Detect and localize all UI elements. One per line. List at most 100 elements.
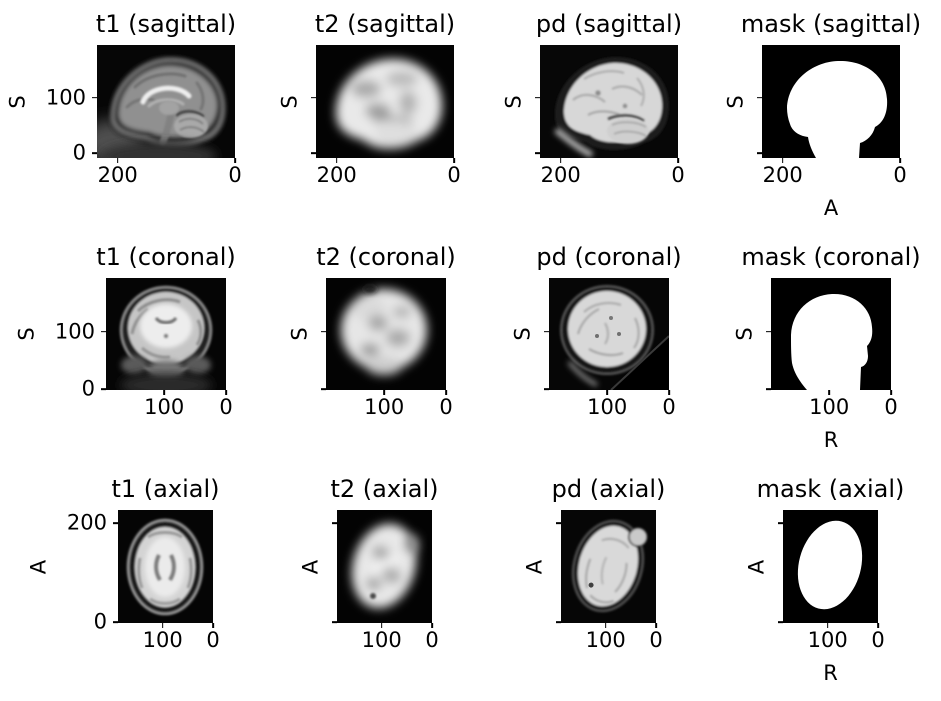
x-tick-mark [380, 623, 383, 628]
y-axis-label: S [277, 94, 302, 109]
x-tick-label: 0 [439, 395, 453, 419]
x-tick-label: 100 [809, 395, 850, 419]
x-tick-label: 200 [540, 163, 581, 187]
y-axis-label: A [744, 559, 769, 574]
x-tick-mark [116, 158, 119, 163]
t1-coronal-image [106, 278, 226, 390]
y-tick-mark [544, 330, 549, 333]
y-tick-mark [101, 388, 106, 390]
x-tick-mark [431, 623, 433, 628]
mask-coronal-image [771, 278, 891, 390]
y-tick-mark [311, 152, 316, 155]
mask-sagittal-image [762, 45, 900, 158]
subplot-title: pd (sagittal) [535, 9, 683, 38]
y-axis-label: A [522, 559, 547, 574]
x-tick-mark [877, 623, 879, 628]
y-tick-label: 200 [66, 510, 107, 535]
y-tick-mark [556, 621, 561, 623]
x-tick-label: 0 [884, 395, 898, 419]
subplot-pd-coronal: pd (coronal) S 100 0 [511, 244, 682, 417]
y-tick-mark [757, 152, 762, 155]
subplot-t2-sagittal: t2 (sagittal) S 200 0 [278, 11, 461, 185]
subplot-title: t2 (axial) [330, 474, 439, 503]
y-tick-mark [101, 330, 106, 333]
x-axis-label: R [823, 661, 838, 685]
x-tick-label: 0 [206, 628, 220, 652]
y-axis-label: S [501, 94, 526, 109]
y-tick-mark [535, 96, 540, 99]
x-tick-label: 0 [893, 163, 907, 187]
y-tick-mark [92, 96, 97, 99]
subplot-t2-axial: t2 (axial) A 100 0 [299, 476, 439, 650]
subplot-title: t2 (sagittal) [314, 9, 456, 38]
subplot-title: pd (coronal) [536, 242, 682, 271]
y-tick-label: 100 [54, 319, 95, 344]
x-tick-mark [161, 623, 164, 628]
subplot-mask-sagittal: mask (sagittal) S 200 0 A [724, 11, 922, 218]
y-tick-mark [766, 330, 771, 333]
y-tick-mark [332, 522, 337, 524]
x-tick-label: 0 [649, 628, 663, 652]
x-tick-mark [225, 390, 227, 395]
x-tick-mark [668, 390, 670, 395]
subplot-pd-sagittal: pd (sagittal) S 200 0 [502, 11, 685, 185]
x-tick-mark [826, 623, 829, 628]
t2-coronal-image [326, 278, 446, 390]
subplot-title: mask (coronal) [741, 242, 921, 271]
x-tick-label: 100 [142, 628, 183, 652]
y-tick-label: 100 [45, 85, 86, 110]
y-tick-mark [778, 621, 783, 623]
subplot-title: mask (axial) [756, 474, 905, 503]
y-tick-mark [311, 96, 316, 99]
subplot-mask-coronal: mask (coronal) S 100 0 R [733, 244, 921, 450]
y-axis-label: S [14, 327, 39, 341]
x-tick-mark [781, 158, 784, 163]
subplot-title: mask (sagittal) [740, 9, 922, 38]
y-tick-mark [544, 388, 549, 390]
x-tick-label: 100 [585, 628, 626, 652]
y-tick-mark [321, 330, 326, 333]
x-tick-mark [335, 158, 338, 163]
subplot-t2-coronal: t2 (coronal) S 100 0 [288, 244, 456, 417]
y-axis-label: A [298, 559, 323, 574]
x-tick-label: 100 [144, 395, 185, 419]
x-tick-mark [899, 158, 901, 163]
x-tick-label: 0 [871, 628, 885, 652]
y-tick-mark [766, 388, 771, 390]
subplot-pd-axial: pd (axial) A 100 0 [523, 476, 666, 650]
subplot-title: pd (axial) [551, 474, 666, 503]
x-tick-label: 200 [316, 163, 357, 187]
y-tick-mark [757, 96, 762, 99]
y-tick-mark [92, 152, 97, 155]
t2-axial-image [337, 510, 432, 623]
y-axis-label: S [5, 94, 30, 109]
t1-axial-image [118, 510, 213, 623]
x-tick-mark [559, 158, 562, 163]
mask-axial-image [783, 510, 878, 623]
pd-axial-image [561, 510, 656, 623]
subplot-t1-axial: t1 (axial) A 200 0 100 0 [27, 476, 220, 650]
x-tick-mark [828, 390, 831, 395]
x-tick-mark [453, 158, 455, 163]
x-tick-label: 200 [762, 163, 803, 187]
y-tick-mark [321, 388, 326, 390]
y-axis-label: A [26, 559, 51, 574]
t2-sagittal-image [316, 45, 454, 158]
x-tick-label: 0 [219, 395, 233, 419]
y-axis-label: S [732, 327, 757, 341]
y-axis-label: S [287, 327, 312, 341]
y-tick-mark [778, 522, 783, 524]
subplot-title: t1 (axial) [111, 474, 220, 503]
x-tick-mark [445, 390, 447, 395]
x-tick-label: 200 [97, 163, 138, 187]
y-tick-label: 0 [93, 609, 107, 634]
pd-sagittal-image [540, 45, 678, 158]
y-tick-mark [113, 621, 118, 623]
x-tick-label: 0 [425, 628, 439, 652]
x-tick-mark [212, 623, 214, 628]
subplot-title: t1 (coronal) [96, 242, 236, 271]
y-tick-mark [535, 152, 540, 155]
x-axis-label: A [823, 196, 839, 220]
x-tick-label: 100 [807, 628, 848, 652]
